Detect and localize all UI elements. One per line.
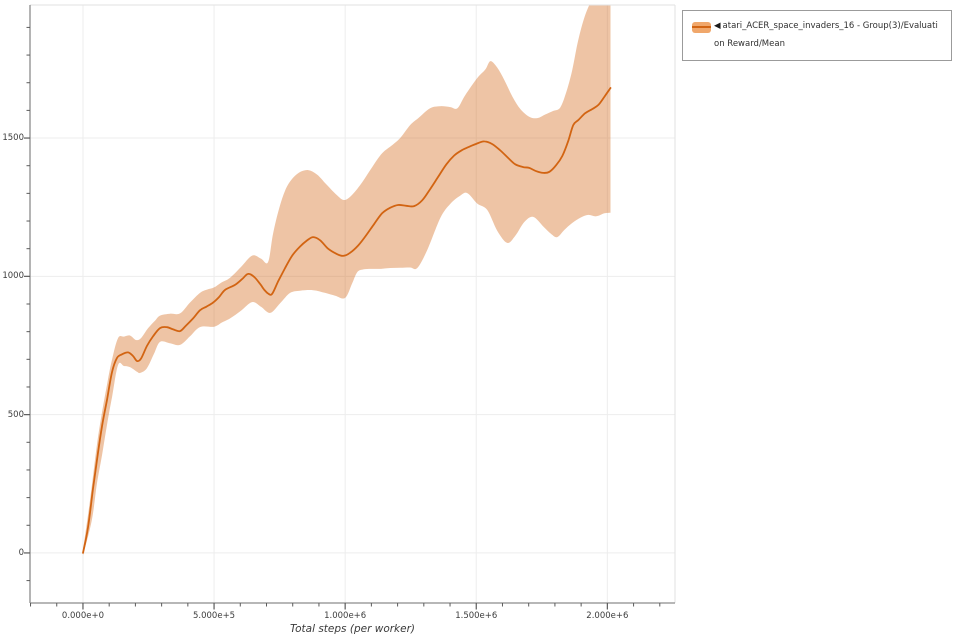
series-layer bbox=[82, 5, 612, 556]
legend-swatch-icon bbox=[692, 21, 711, 33]
y-tick-label: 1000 bbox=[2, 271, 24, 282]
legend: ◀ atari_ACER_space_invaders_16 - Group(3)… bbox=[682, 10, 952, 61]
x-axis-title: Total steps (per worker) bbox=[289, 623, 416, 635]
y-tick-label: 0 bbox=[18, 547, 24, 558]
y-tick-label: 1500 bbox=[2, 133, 24, 144]
x-tick-label: 2.000e+6 bbox=[586, 611, 629, 621]
legend-swatch-line-icon bbox=[692, 26, 711, 28]
collapse-triangle-icon: ◀ bbox=[714, 21, 721, 31]
mean-line[interactable] bbox=[82, 87, 612, 554]
x-tick-label: 1.500e+6 bbox=[455, 611, 498, 621]
x-tick-label: 0.000e+0 bbox=[61, 611, 104, 621]
confidence-band bbox=[83, 5, 611, 556]
legend-entry[interactable]: ◀ atari_ACER_space_invaders_16 - Group(3)… bbox=[691, 18, 943, 53]
y-tick-label: 500 bbox=[7, 409, 24, 420]
legend-label: ◀ atari_ACER_space_invaders_16 - Group(3)… bbox=[714, 18, 943, 53]
x-tick-label: 5.000e+5 bbox=[193, 611, 236, 621]
gridlines bbox=[30, 5, 675, 603]
legend-series-name: atari_ACER_space_invaders_16 - Group(3)/… bbox=[714, 21, 938, 49]
x-tick-label: 1.000e+6 bbox=[324, 611, 367, 621]
ticks bbox=[24, 26, 661, 610]
